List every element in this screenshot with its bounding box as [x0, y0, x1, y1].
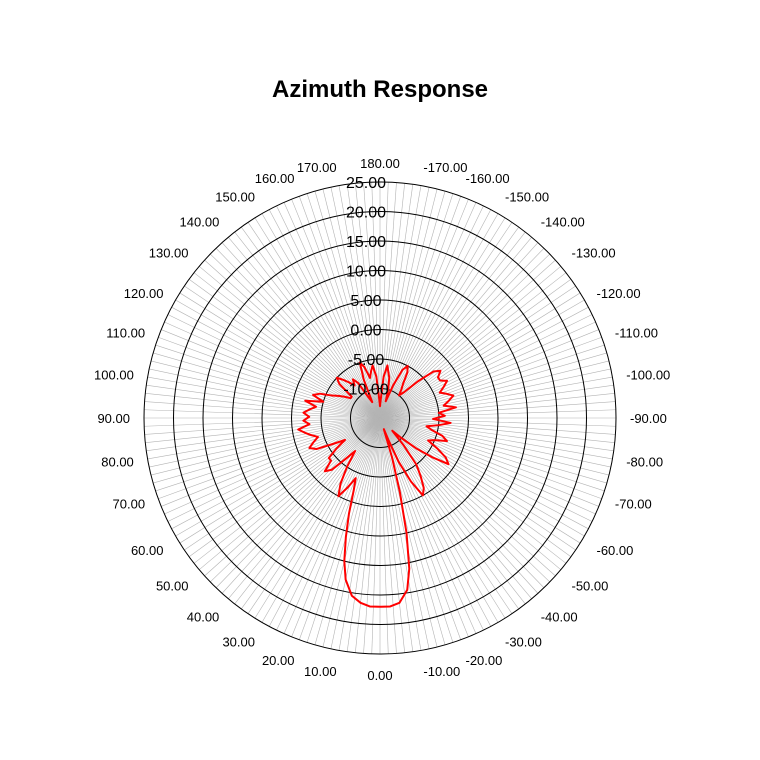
radial-tick-label: 20.00: [346, 205, 386, 222]
radial-tick-label: 0.00: [350, 323, 381, 340]
grid-ring: [173, 211, 587, 625]
angle-tick-label: 140.00: [180, 215, 220, 230]
grid-ring: [350, 388, 410, 448]
angle-tick-label: 100.00: [94, 368, 134, 383]
grid-ring: [291, 329, 469, 507]
angle-tick-label: -100.00: [626, 368, 670, 383]
angle-tick-label: 160.00: [255, 171, 295, 186]
angle-tick-label: 120.00: [124, 286, 164, 301]
angle-tick-label: 20.00: [262, 653, 295, 668]
series-line: [297, 361, 457, 608]
angle-tick-label: -20.00: [466, 653, 503, 668]
angle-tick-label: -130.00: [572, 245, 616, 260]
angle-tick-label: 150.00: [215, 190, 255, 205]
angle-tick-label: 70.00: [113, 497, 146, 512]
radial-tick-label: -10.00: [343, 382, 388, 399]
angle-tick-label: 50.00: [156, 579, 189, 594]
angular-grid: [144, 182, 616, 654]
radial-tick-label: 15.00: [346, 234, 386, 251]
grid-ring: [202, 240, 558, 596]
angle-tick-label: -110.00: [615, 326, 658, 341]
angle-tick-label: -150.00: [505, 190, 549, 205]
chart-title: Azimuth Response: [272, 76, 488, 103]
grid-ring: [261, 299, 499, 537]
radial-tick-label: -5.00: [348, 352, 385, 369]
angle-tick-label: -80.00: [626, 454, 663, 469]
radial-tick-label: 5.00: [350, 293, 381, 310]
angle-tick-label: -160.00: [466, 171, 510, 186]
angle-tick-label: -50.00: [572, 579, 609, 594]
series-layer: [297, 361, 457, 608]
angle-tick-label: -90.00: [630, 411, 667, 426]
angle-tick-label: 80.00: [101, 454, 134, 469]
radial-tick-label: 10.00: [346, 264, 386, 281]
angle-tick-label: 180.00: [360, 156, 400, 171]
angle-tick-label: -10.00: [423, 664, 460, 679]
angle-tick-label: -70.00: [615, 497, 652, 512]
angle-tick-label: 60.00: [131, 543, 164, 558]
angle-tick-label: 170.00: [297, 160, 337, 175]
angle-tick-label: 90.00: [97, 411, 130, 426]
angle-tick-label: 130.00: [149, 245, 189, 260]
radial-grid: [143, 181, 617, 655]
angle-tick-label: -30.00: [505, 635, 542, 650]
angle-tick-label: 0.00: [367, 668, 392, 683]
angle-tick-label: -40.00: [541, 610, 578, 625]
angle-labels: 180.00 -170.00-160.00 -150.00 -140.00 -130.0…: [94, 156, 670, 683]
angle-tick-label: 30.00: [222, 635, 255, 650]
angle-tick-label: -140.00: [541, 215, 585, 230]
grid-ring: [232, 270, 528, 566]
angle-tick-label: 40.00: [187, 610, 220, 625]
angle-tick-label: -120.00: [597, 286, 641, 301]
grid-ring: [143, 181, 617, 655]
radial-tick-label: 25.00: [346, 175, 386, 192]
radial-labels: -10.00 -5.00 0.00 5.00 10.00 15.00 20.00 25.00: [343, 175, 388, 399]
angle-tick-label: -170.00: [423, 160, 467, 175]
angle-tick-label: 10.00: [304, 664, 337, 679]
angle-tick-label: 110.00: [106, 326, 145, 341]
angle-tick-label: -60.00: [597, 543, 634, 558]
